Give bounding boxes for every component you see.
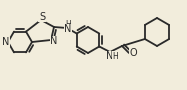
Text: S: S [39, 12, 45, 22]
Text: N: N [106, 51, 114, 61]
Text: O: O [129, 48, 137, 58]
Text: H: H [113, 51, 118, 60]
Text: N: N [64, 24, 72, 34]
Text: H: H [65, 20, 71, 29]
Text: N: N [50, 36, 58, 46]
Text: N: N [2, 37, 9, 47]
